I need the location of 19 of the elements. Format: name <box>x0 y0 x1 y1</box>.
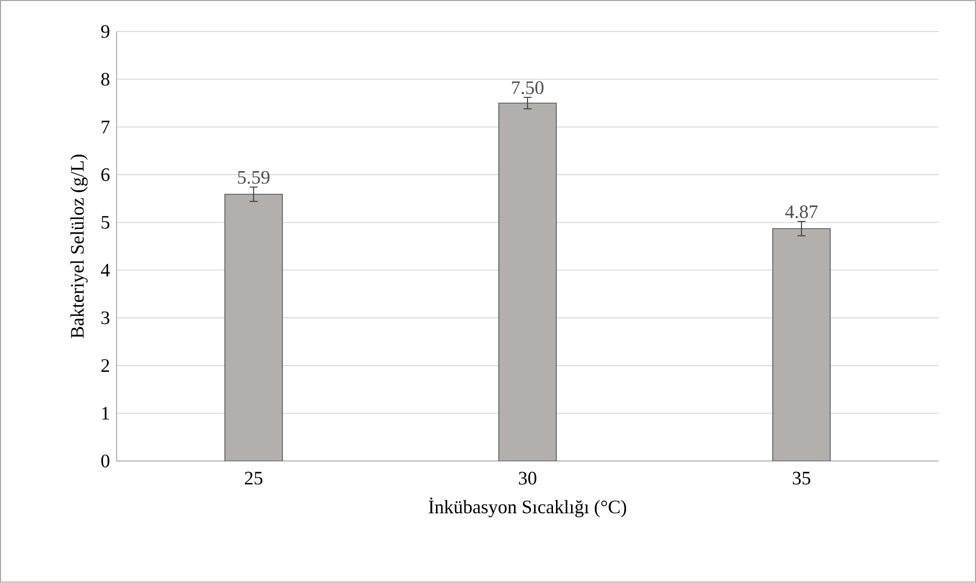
bar <box>224 194 283 462</box>
y-tick-label: 1 <box>102 407 109 420</box>
x-tick-label: 35 <box>792 472 810 485</box>
y-tick-label: 2 <box>101 359 110 372</box>
x-tick-label: 25 <box>244 472 262 485</box>
data-label: 7.50 <box>512 81 544 94</box>
y-tick-label: 4 <box>100 264 110 277</box>
y-axis-title: Bakteriyel Selüloz (g/L) <box>70 154 88 338</box>
data-label: 5.59 <box>238 171 270 184</box>
y-tick-label: 8 <box>101 73 110 86</box>
y-tick-label: 9 <box>101 25 110 38</box>
data-label: 4.87 <box>785 206 818 218</box>
x-axis-title: İnkübasyon Sıcaklığı (°C) <box>428 498 626 518</box>
y-tick-label: 0 <box>101 454 110 468</box>
x-tick-label: 30 <box>518 472 536 485</box>
y-tick-label: 3 <box>101 312 110 324</box>
y-tick-label: 6 <box>101 168 110 182</box>
y-tick-label: 5 <box>102 216 110 229</box>
y-tick-label: 7 <box>102 120 110 134</box>
